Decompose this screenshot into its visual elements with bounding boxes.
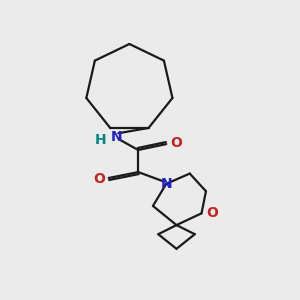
Text: N: N	[110, 130, 122, 144]
Text: O: O	[93, 172, 105, 186]
Text: N: N	[160, 177, 172, 191]
Text: H: H	[95, 133, 106, 147]
Text: O: O	[206, 206, 218, 220]
Text: O: O	[170, 136, 182, 150]
